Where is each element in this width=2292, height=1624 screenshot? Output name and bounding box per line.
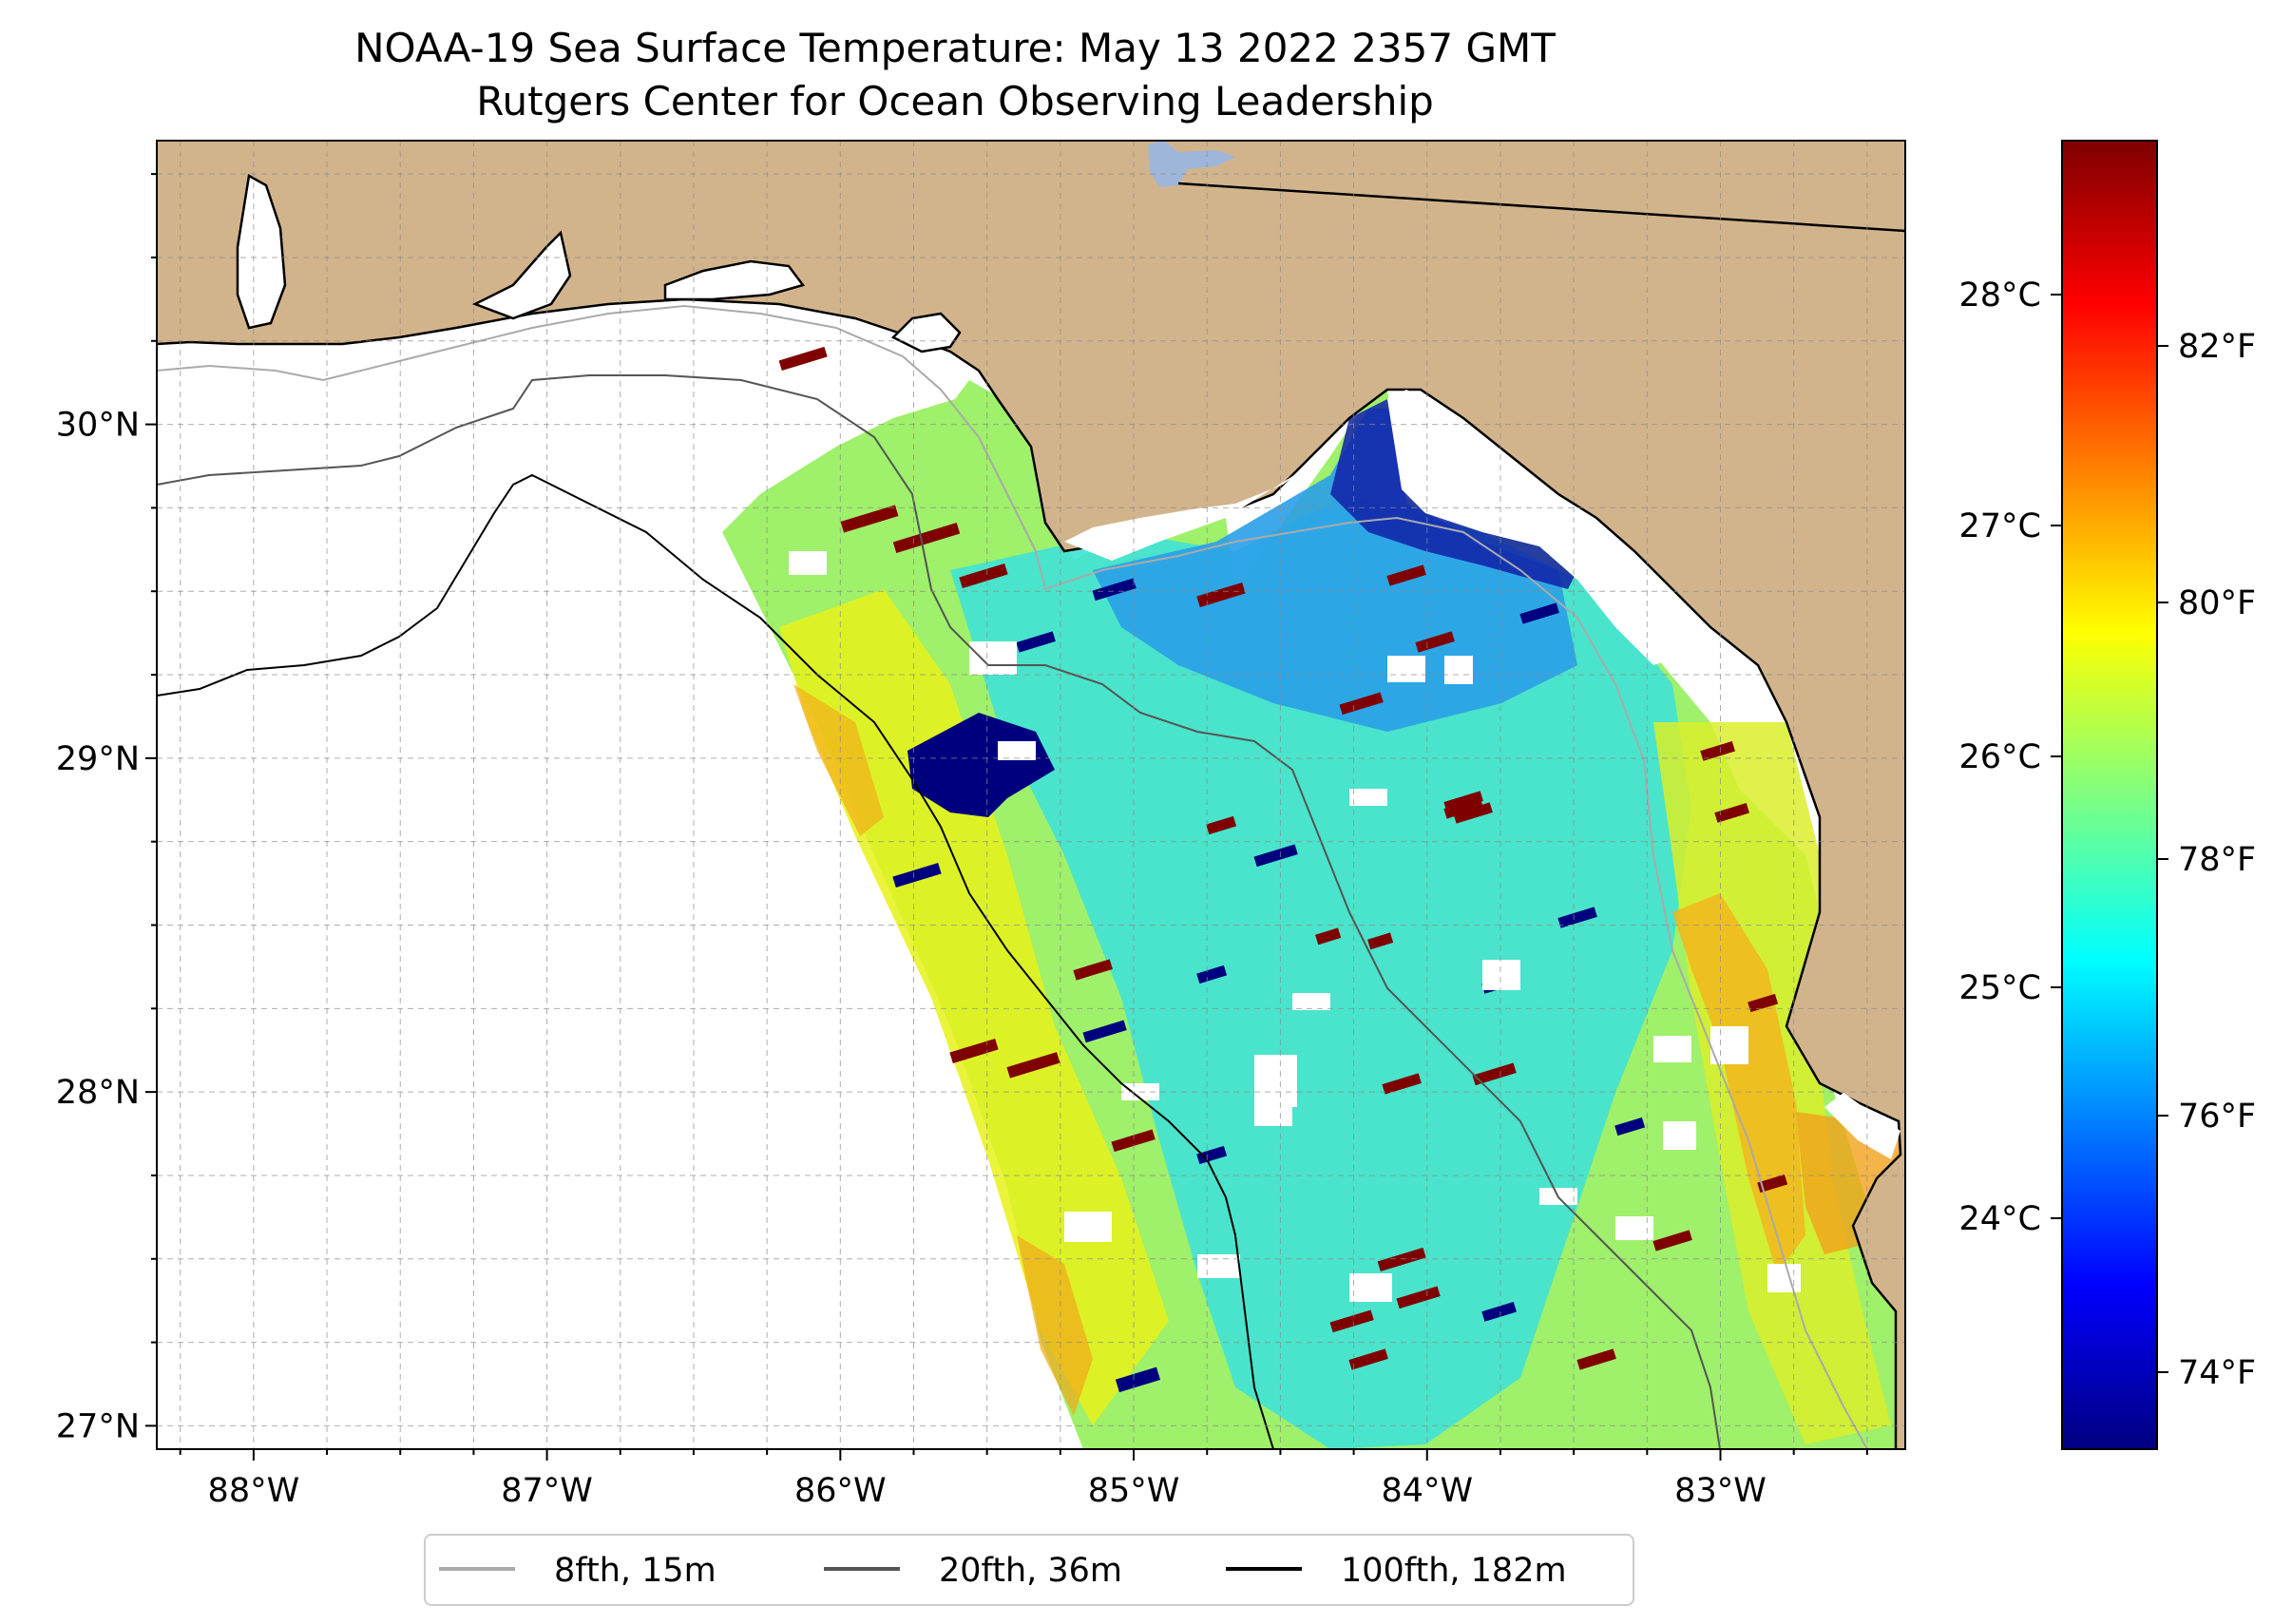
figure-title-line-2: Rutgers Center for Ocean Observing Leade…: [476, 78, 1434, 124]
big-bend-white: [1387, 390, 1682, 665]
sst-blue-nearshore: [1093, 409, 1577, 732]
lon-tick-label: 88°W: [208, 1472, 300, 1510]
choctawhatchee-bay: [663, 259, 806, 301]
colorbar-c-tick-label: 24°C: [1959, 1200, 2041, 1238]
coastline: [157, 297, 1902, 1449]
latitude-ticks: 27°N 28°N 29°N 30°N: [56, 173, 157, 1445]
sst-swath: [722, 346, 1905, 1449]
map-frame: [156, 140, 1906, 1450]
legend-label-20fth: 20fth, 36m: [939, 1552, 1122, 1590]
map-panel: [157, 141, 1905, 1449]
apalachee-bay-white: [1064, 470, 1302, 561]
pensacola-bay: [471, 230, 572, 320]
colorbar-f-tick-label: 78°F: [2178, 841, 2256, 879]
mobile-bay: [236, 174, 287, 330]
state-boundary: [1177, 182, 1905, 233]
tampa-bay-white: [1824, 1093, 1900, 1159]
colorbar: 24°C 25°C 26°C 27°C 28°C 74°F 76°F 78°F 80°F 82°…: [1959, 140, 2256, 1450]
colorbar-f-tick-label: 76°F: [2178, 1098, 2256, 1136]
contour-legend: 8fth, 15m 20fth, 36m 100fth, 182m: [424, 1534, 1634, 1606]
colorbar-f-tick-label: 82°F: [2178, 328, 2256, 366]
lat-tick-label: 30°N: [56, 407, 140, 445]
colorbar-gradient: [2062, 141, 2157, 1449]
lake-okeechobee-area: [1148, 141, 1235, 187]
colorbar-f-tick-label: 74°F: [2178, 1354, 2256, 1392]
legend-label-100fth: 100fth, 182m: [1341, 1552, 1567, 1590]
colorbar-c-tick-label: 26°C: [1959, 738, 2041, 776]
legend-box: [424, 1534, 1634, 1606]
cloud-streaks-warm: [778, 346, 1788, 1370]
lat-tick-label: 27°N: [56, 1407, 140, 1445]
lon-tick-label: 86°W: [794, 1472, 887, 1510]
sst-cold-eddy: [907, 713, 1055, 817]
lat-tick-label: 29°N: [56, 740, 140, 778]
sst-orange-southwest: [1017, 1235, 1093, 1416]
colorbar-f-tick-label: 80°F: [2178, 584, 2256, 622]
st-andrew-bay: [890, 312, 962, 353]
colorbar-c-tick-label: 27°C: [1959, 507, 2041, 545]
sst-darkblue-coast: [1330, 399, 1577, 589]
contour-8fth: [157, 304, 1868, 1449]
lon-tick-label: 84°W: [1381, 1472, 1473, 1510]
lon-tick-label: 87°W: [501, 1472, 593, 1510]
gridlines: [157, 141, 1905, 1449]
contour-20fth: [157, 374, 1721, 1449]
colorbar-frame: [2061, 140, 2158, 1450]
longitude-ticks: 88°W 87°W 86°W 85°W 84°W 83°W: [179, 1449, 1868, 1510]
colorbar-c-tick-label: 25°C: [1959, 969, 2041, 1007]
lon-tick-label: 85°W: [1088, 1472, 1180, 1510]
sst-cyan-central: [950, 494, 1691, 1449]
lon-tick-label: 83°W: [1674, 1472, 1767, 1510]
land-north: [157, 141, 1905, 1449]
colorbar-fahrenheit-ticks: 74°F 76°F 78°F 80°F 82°F: [2157, 328, 2256, 1392]
cloud-streaks-cold: [892, 578, 1646, 1393]
cloud-gaps: [789, 551, 1801, 1302]
colorbar-celsius-ticks: 24°C 25°C 26°C 27°C 28°C: [1959, 277, 2062, 1238]
sst-orange-west: [793, 684, 884, 836]
colorbar-c-tick-label: 28°C: [1959, 277, 2041, 315]
legend-label-8fth: 8fth, 15m: [554, 1552, 716, 1590]
lat-tick-label: 28°N: [56, 1074, 140, 1112]
figure-title-line-1: NOAA-19 Sea Surface Temperature: May 13 …: [354, 25, 1556, 71]
